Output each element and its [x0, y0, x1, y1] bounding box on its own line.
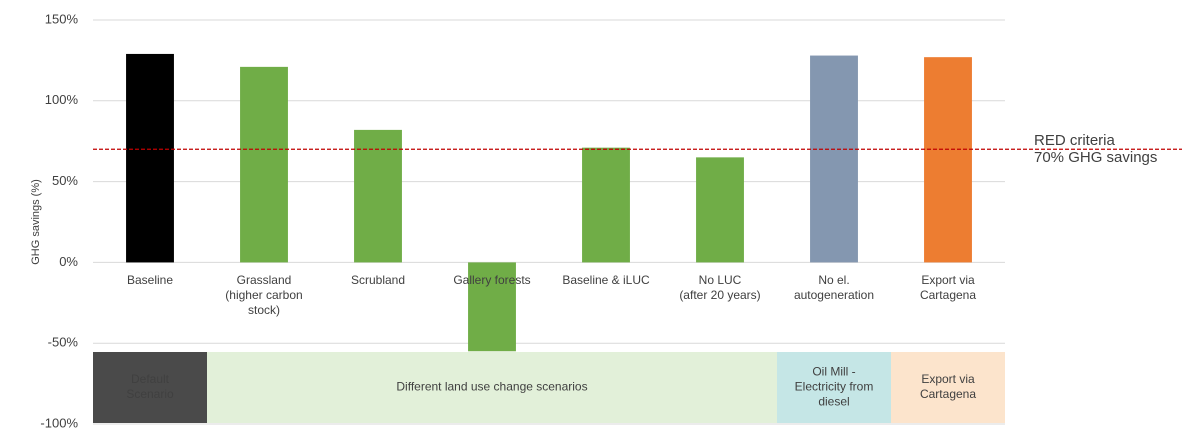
- group-label: diesel: [818, 395, 849, 409]
- x-tick-label: Scrubland: [351, 273, 405, 287]
- bar: [810, 55, 858, 263]
- bar: [468, 262, 516, 352]
- x-tick-label: Baseline & iLUC: [562, 273, 650, 287]
- x-tick-label: No LUC: [699, 273, 742, 287]
- bar: [696, 157, 744, 263]
- reference-label: RED criteria: [1034, 132, 1116, 149]
- reference-label: 70% GHG savings: [1034, 149, 1157, 166]
- x-tick-label: (higher carbon: [225, 288, 302, 302]
- group-label: Cartagena: [920, 387, 976, 401]
- group-box: [207, 352, 777, 423]
- y-tick-label: 100%: [45, 92, 79, 107]
- bar: [924, 57, 972, 263]
- group-label: Scenario: [126, 387, 174, 401]
- y-axis-label: GHG savings (%): [30, 179, 42, 265]
- bar: [354, 129, 402, 263]
- x-tick-label: Baseline: [127, 273, 173, 287]
- group-label: Default: [131, 372, 170, 386]
- x-tick-label: (after 20 years): [679, 288, 760, 302]
- group-box: [891, 352, 1005, 423]
- group-box: [777, 352, 891, 423]
- bar: [126, 53, 174, 263]
- x-tick-label: autogeneration: [794, 288, 874, 302]
- bar: [240, 66, 288, 263]
- x-tick-label: stock): [248, 303, 280, 317]
- group-label: Export via: [921, 372, 975, 386]
- group-label: Oil Mill -: [812, 365, 855, 379]
- x-tick-label: Cartagena: [920, 288, 976, 302]
- y-tick-label: 50%: [52, 173, 78, 188]
- y-tick-label: -100%: [40, 415, 78, 428]
- x-tick-label: Grassland: [237, 273, 292, 287]
- bar: [582, 147, 630, 263]
- x-tick-label: Export via: [921, 273, 975, 287]
- x-tick-label: Gallery forests: [453, 273, 530, 287]
- y-tick-label: 0%: [59, 254, 78, 269]
- y-tick-label: -50%: [48, 335, 79, 350]
- group-box: [93, 352, 207, 423]
- x-tick-label: No el.: [818, 273, 849, 287]
- group-label: Different land use change scenarios: [396, 380, 587, 394]
- group-label: Electricity from: [795, 380, 874, 394]
- y-tick-label: 150%: [45, 11, 79, 26]
